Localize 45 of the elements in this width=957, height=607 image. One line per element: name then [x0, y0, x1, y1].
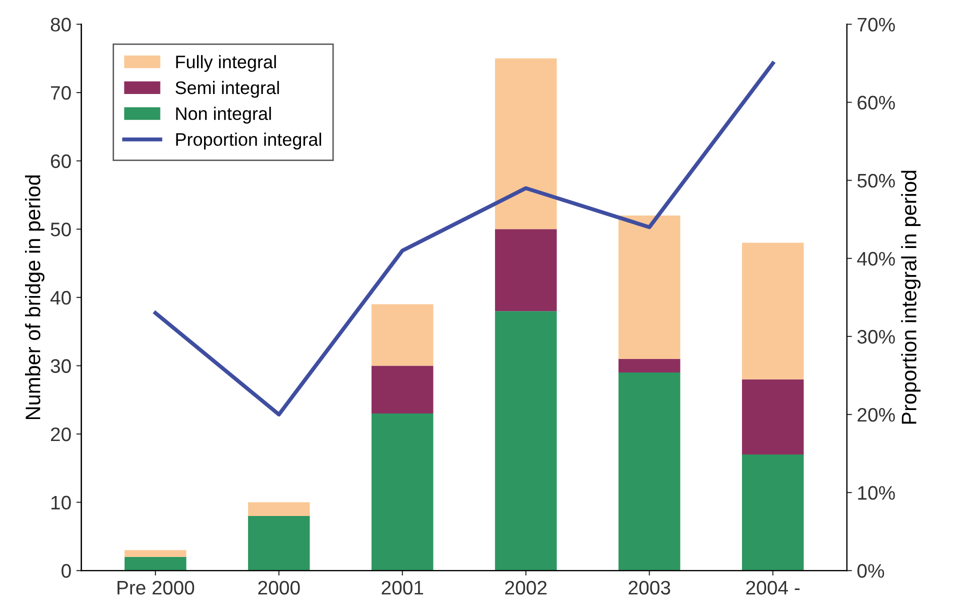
bar — [495, 311, 557, 571]
x-tick-label: 2004 - — [746, 580, 800, 595]
y-tick-label: 50 — [50, 222, 71, 236]
x-tick-label: 2000 — [258, 580, 300, 595]
bar — [618, 215, 680, 359]
y2-tick-label: 70% — [858, 18, 895, 32]
bar — [372, 414, 434, 571]
legend-label: Proportion integral — [176, 132, 322, 150]
y2-tick-label: 60% — [858, 96, 895, 110]
y2-tick-label: 10% — [858, 486, 895, 500]
y-tick-label: 70 — [50, 86, 71, 100]
x-tick-label: Pre 2000 — [118, 580, 194, 595]
y2-axis-title: Proportion integral in period — [901, 170, 921, 424]
bar — [742, 242, 804, 380]
y2-tick-label: 0% — [857, 564, 884, 578]
y2-tick-label: 40% — [857, 252, 895, 266]
bar — [248, 516, 310, 571]
y-tick-label: 60 — [50, 154, 71, 168]
y-tick-label: 80 — [50, 18, 71, 32]
bar — [372, 304, 434, 366]
bar — [124, 550, 186, 557]
y-tick-label: 0 — [62, 564, 71, 578]
bar — [742, 379, 804, 454]
legend-label: Non integral — [176, 106, 271, 124]
x-tick-label: 2003 — [628, 580, 670, 595]
y-tick-label: 20 — [50, 427, 71, 442]
y-tick-label: 40 — [50, 290, 71, 305]
bar — [495, 58, 557, 230]
legend-label: Fully integral — [176, 55, 276, 72]
y2-tick-label: 20% — [858, 408, 895, 422]
legend-label: Semi integral — [176, 80, 279, 98]
bar — [372, 366, 434, 414]
y2-tick-label: 30% — [857, 330, 895, 344]
x-tick-label: 2002 — [505, 580, 547, 595]
bar — [618, 372, 680, 571]
y-axis-title: Number of bridge in period — [25, 175, 44, 420]
x-tick-label: 2001 — [382, 580, 424, 595]
y-tick-label: 10 — [51, 496, 71, 510]
bar — [618, 358, 680, 373]
bar — [124, 556, 186, 571]
y2-tick-label: 50% — [857, 174, 895, 188]
bar — [495, 229, 557, 312]
bar — [248, 502, 310, 516]
y-tick-label: 30 — [50, 359, 71, 373]
bar — [742, 454, 804, 571]
